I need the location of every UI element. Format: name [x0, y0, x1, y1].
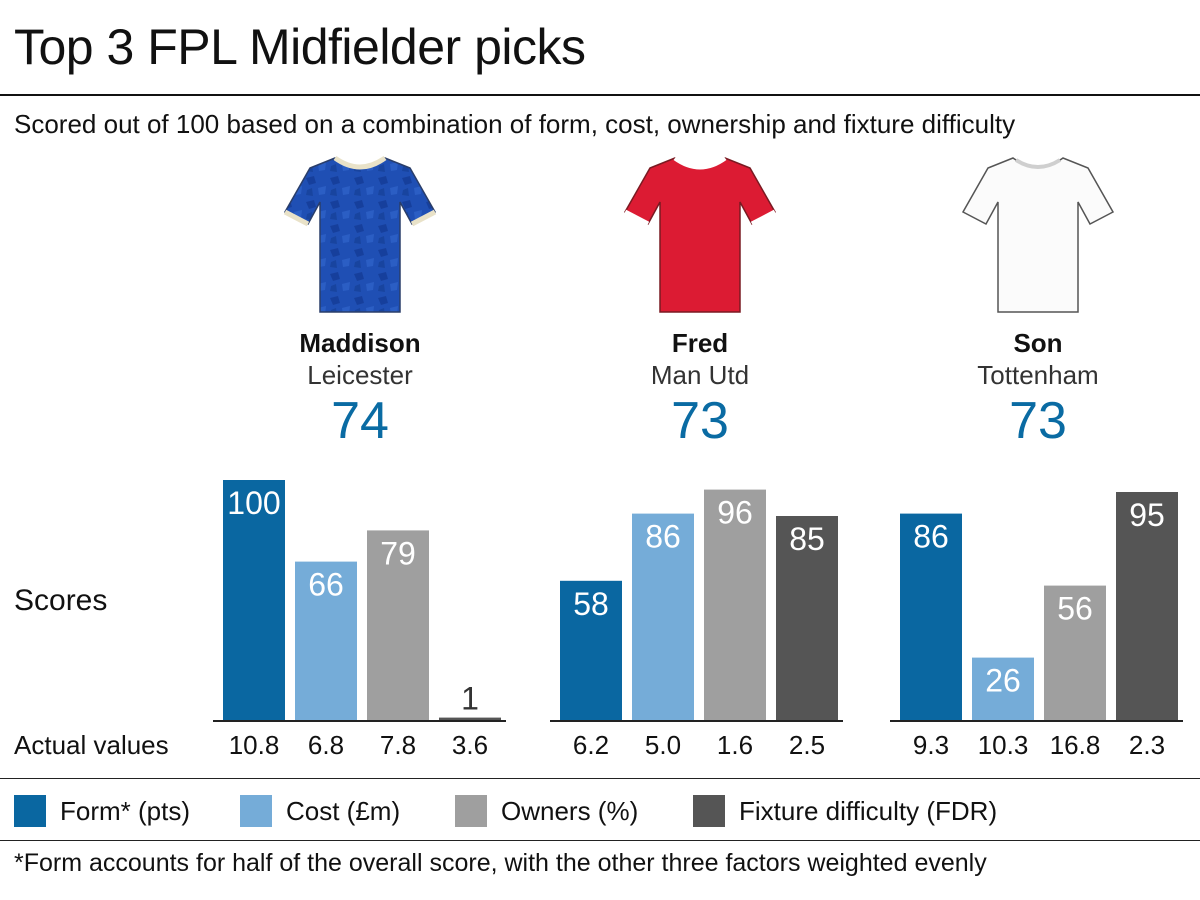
legend-item-form: Form* (pts)	[14, 793, 190, 829]
bar-chart: 100 10.8 66 6.8 79 7.8 1 3.6 58 6.2 86 5.0 96 1.6 85 2.…	[213, 480, 1183, 760]
actual-value-label: 9.3	[913, 730, 949, 760]
bar-maddison-fixture	[439, 717, 501, 720]
legend-label: Owners (%)	[501, 795, 639, 826]
player-name: Maddison	[299, 328, 421, 358]
actual-value-label: 1.6	[717, 730, 753, 760]
bar-fred-form	[560, 580, 622, 720]
scores-label: Scores	[14, 584, 108, 617]
legend-item-cost: Cost (£m)	[240, 793, 400, 829]
bar-fred-cost	[632, 513, 694, 720]
bar-value-label: 86	[645, 519, 681, 555]
bar-value-label: 66	[308, 567, 344, 603]
player-card-son: Son Tottenham 73	[888, 150, 1188, 448]
actual-value-label: 6.2	[573, 730, 609, 760]
player-score: 73	[1009, 391, 1067, 450]
actual-value-label: 7.8	[380, 730, 416, 760]
legend-swatch-cost	[240, 795, 272, 827]
red-shirt-icon	[623, 155, 777, 313]
legend-label: Form* (pts)	[60, 795, 190, 826]
bar-son-fixture	[1116, 492, 1178, 720]
player-name: Son	[1013, 328, 1063, 358]
title-divider	[0, 94, 1200, 96]
bar-maddison-form	[223, 480, 285, 720]
subtitle: Scored out of 100 based on a combination…	[14, 109, 1016, 139]
bar-value-label: 79	[380, 535, 416, 571]
bar-maddison-cost	[295, 561, 357, 720]
player-club: Man Utd	[650, 360, 750, 391]
actual-value-label: 10.8	[229, 730, 280, 760]
player-club: Leicester	[307, 360, 413, 391]
white-shirt-icon	[961, 157, 1115, 313]
player-card-fred: Fred Man Utd 73	[550, 150, 850, 448]
bar-value-label: 56	[1057, 591, 1093, 627]
legend: Form* (pts) Cost (£m) Owners (%) Fixture…	[0, 793, 1200, 833]
bar-value-label: 100	[227, 485, 280, 521]
actual-value-label: 2.3	[1129, 730, 1165, 760]
bar-value-label: 86	[913, 519, 949, 555]
legend-divider-top	[0, 778, 1200, 779]
legend-divider-bottom	[0, 840, 1200, 841]
actual-value-label: 2.5	[789, 730, 825, 760]
bar-value-label: 26	[985, 663, 1021, 699]
legend-swatch-form	[14, 795, 46, 827]
footnote: *Form accounts for half of the overall s…	[14, 849, 987, 877]
actual-value-label: 10.3	[978, 730, 1029, 760]
bar-son-form	[900, 513, 962, 720]
legend-label: Fixture difficulty (FDR)	[739, 795, 998, 826]
legend-item-owners: Owners (%)	[455, 793, 638, 829]
actual-value-label: 16.8	[1050, 730, 1101, 760]
blue-shirt-icon	[283, 155, 437, 313]
bar-value-label: 95	[1129, 497, 1165, 533]
actual-values-label: Actual values	[14, 730, 169, 760]
bar-son-owners	[1044, 585, 1106, 720]
actual-value-label: 6.8	[308, 730, 344, 760]
legend-swatch-fixture	[693, 795, 725, 827]
bar-value-label: 58	[573, 586, 609, 622]
player-club: Tottenham	[977, 360, 1099, 391]
bar-fred-owners	[704, 489, 766, 720]
actual-value-label: 3.6	[452, 730, 488, 760]
legend-item-fixture: Fixture difficulty (FDR)	[693, 793, 997, 829]
page-title: Top 3 FPL Midfielder picks	[14, 19, 586, 75]
legend-swatch-owners	[455, 795, 487, 827]
player-score: 73	[671, 391, 729, 450]
bar-fred-fixture	[776, 516, 838, 720]
bar-son-cost	[972, 657, 1034, 720]
bar-value-label: 85	[789, 521, 825, 557]
player-score: 74	[331, 391, 389, 450]
bar-value-label: 1	[461, 681, 479, 717]
legend-label: Cost (£m)	[286, 795, 401, 826]
player-name: Fred	[671, 328, 729, 358]
bar-maddison-owners	[367, 530, 429, 720]
bar-value-label: 96	[717, 495, 753, 531]
player-card-maddison: Maddison Leicester 74	[210, 150, 510, 448]
actual-value-label: 5.0	[645, 730, 681, 760]
